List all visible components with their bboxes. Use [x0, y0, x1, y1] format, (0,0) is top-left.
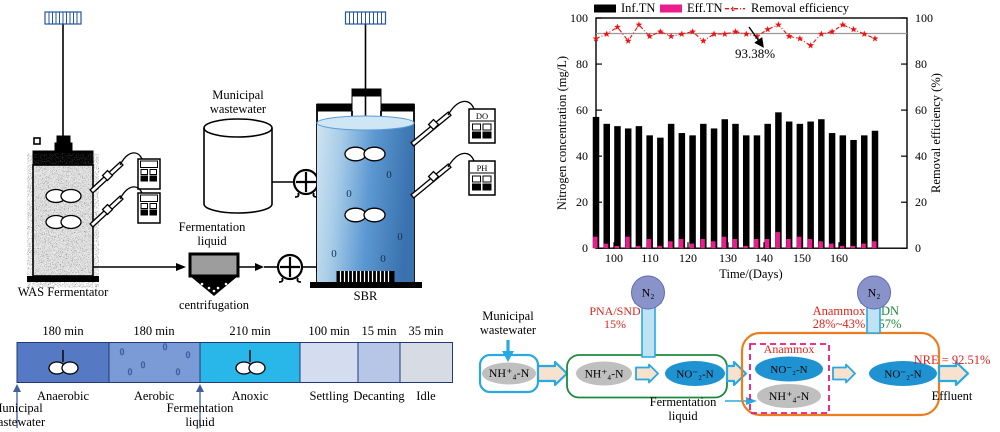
svg-text:28%~43%: 28%~43% — [813, 317, 866, 331]
svg-text:0: 0 — [380, 253, 386, 265]
svg-text:Fermentation: Fermentation — [179, 220, 246, 234]
svg-text:15%: 15% — [604, 317, 626, 331]
svg-text:NH⁺₄-N: NH⁺₄-N — [769, 389, 810, 403]
svg-text:SBR: SBR — [354, 289, 378, 303]
svg-text:Municipal: Municipal — [212, 88, 264, 102]
svg-text:210 min: 210 min — [229, 324, 271, 338]
svg-text:Idle: Idle — [416, 389, 436, 403]
svg-text:57%: 57% — [879, 317, 902, 331]
svg-text:N₂: N₂ — [642, 286, 655, 300]
svg-text:60: 60 — [576, 103, 588, 117]
svg-text:40: 40 — [915, 149, 927, 163]
svg-text:0: 0 — [915, 241, 921, 255]
svg-text:Fermentation: Fermentation — [650, 395, 717, 409]
svg-text:liquid: liquid — [185, 415, 215, 429]
svg-text:Settling: Settling — [310, 389, 350, 403]
svg-text:60: 60 — [915, 103, 927, 117]
svg-text:180 min: 180 min — [42, 324, 84, 338]
svg-text:wastewater: wastewater — [210, 102, 267, 116]
svg-text:140: 140 — [755, 251, 773, 265]
svg-text:20: 20 — [576, 195, 588, 209]
svg-text:0: 0 — [163, 342, 168, 352]
svg-text:Municipal: Municipal — [0, 401, 43, 415]
svg-text:0: 0 — [346, 188, 352, 200]
svg-text:liquid: liquid — [197, 234, 227, 248]
svg-text:Anaerobic: Anaerobic — [37, 389, 90, 403]
svg-text:0: 0 — [397, 231, 403, 243]
svg-text:180 min: 180 min — [133, 324, 175, 338]
svg-text:160: 160 — [830, 251, 848, 265]
svg-text:100: 100 — [605, 251, 623, 265]
svg-text:35 min: 35 min — [408, 324, 444, 338]
svg-text:Time/(Days): Time/(Days) — [719, 267, 782, 281]
svg-text:0: 0 — [120, 347, 125, 357]
svg-text:100: 100 — [570, 11, 588, 25]
svg-text:Anammox: Anammox — [764, 342, 815, 356]
svg-text:NO⁻₂-N: NO⁻₂-N — [884, 369, 921, 381]
svg-text:NH⁺₄-N: NH⁺₄-N — [585, 369, 625, 381]
svg-text:0: 0 — [582, 241, 588, 255]
svg-text:15 min: 15 min — [361, 324, 397, 338]
svg-text:80: 80 — [915, 57, 927, 71]
svg-text:Inf.TN: Inf.TN — [621, 1, 655, 15]
svg-text:Anammox: Anammox — [813, 304, 867, 318]
svg-text:Decanting: Decanting — [353, 389, 405, 403]
svg-text:PH: PH — [477, 163, 488, 173]
svg-text:0: 0 — [331, 248, 337, 260]
svg-text:0: 0 — [386, 169, 392, 181]
svg-text:NRE = 92.51%: NRE = 92.51% — [914, 353, 991, 367]
svg-text:120: 120 — [679, 251, 697, 265]
svg-text:centrifugation: centrifugation — [179, 298, 250, 312]
svg-text:Removal efficiency (%): Removal efficiency (%) — [929, 73, 943, 193]
svg-text:PNA/SND: PNA/SND — [589, 304, 641, 318]
svg-text:NO⁻₂-N: NO⁻₂-N — [676, 369, 713, 381]
svg-text:130: 130 — [719, 251, 737, 265]
svg-text:Fermentation: Fermentation — [167, 401, 234, 415]
svg-text:0: 0 — [128, 367, 133, 377]
svg-text:wastewater: wastewater — [0, 415, 46, 429]
svg-text:N₂: N₂ — [868, 286, 881, 300]
svg-text:NH⁺₄-N: NH⁺₄-N — [489, 366, 530, 380]
svg-text:NO⁻₂-N: NO⁻₂-N — [770, 364, 807, 376]
svg-text:150: 150 — [793, 251, 811, 265]
svg-text:wastewater: wastewater — [480, 323, 537, 337]
svg-text:Removal efficiency: Removal efficiency — [751, 1, 850, 15]
svg-text:Anoxic: Anoxic — [232, 389, 269, 403]
svg-text:0: 0 — [176, 367, 181, 377]
svg-text:110: 110 — [641, 251, 659, 265]
svg-text:0: 0 — [141, 360, 146, 370]
svg-text:Effluent: Effluent — [932, 389, 973, 403]
svg-text:liquid: liquid — [668, 409, 698, 423]
svg-text:Eff.TN: Eff.TN — [687, 1, 723, 15]
svg-text:93.38%: 93.38% — [735, 46, 775, 61]
svg-text:WAS Fermentator: WAS Fermentator — [18, 285, 109, 299]
svg-text:100 min: 100 min — [308, 324, 350, 338]
svg-text:100: 100 — [915, 11, 933, 25]
svg-text:Nitrogen concentration (mg/L): Nitrogen concentration (mg/L) — [555, 56, 569, 210]
svg-text:40: 40 — [576, 149, 588, 163]
svg-text:DO: DO — [476, 111, 488, 121]
svg-text:Municipal: Municipal — [482, 309, 534, 323]
svg-text:0: 0 — [186, 350, 191, 360]
svg-text:80: 80 — [576, 57, 588, 71]
svg-text:20: 20 — [915, 195, 927, 209]
